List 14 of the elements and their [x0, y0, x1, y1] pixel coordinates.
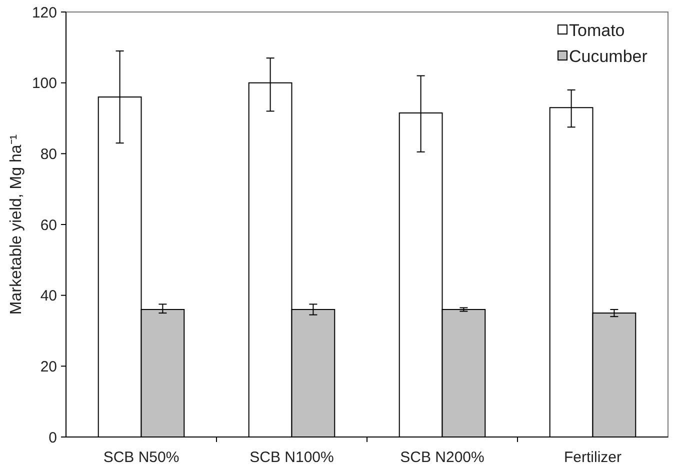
- y-tick-label: 100: [32, 75, 57, 92]
- legend-label: Tomato: [569, 21, 625, 40]
- x-tick-label: SCB N200%: [400, 449, 484, 466]
- x-tick-label: SCB N100%: [250, 449, 334, 466]
- y-tick-label: 80: [40, 146, 57, 163]
- y-axis-title: Marketable yield, Mg ha⁻¹: [8, 134, 25, 315]
- y-tick-label: 40: [40, 288, 57, 305]
- y-tick-label: 20: [40, 358, 57, 376]
- y-tick-label: 120: [32, 4, 57, 22]
- y-tick-label: 0: [48, 429, 57, 446]
- y-tick-label: 60: [40, 216, 57, 234]
- x-tick-label: Fertilizer: [564, 449, 622, 466]
- x-tick-label: SCB N50%: [103, 449, 180, 466]
- legend-label: Cucumber: [569, 47, 648, 66]
